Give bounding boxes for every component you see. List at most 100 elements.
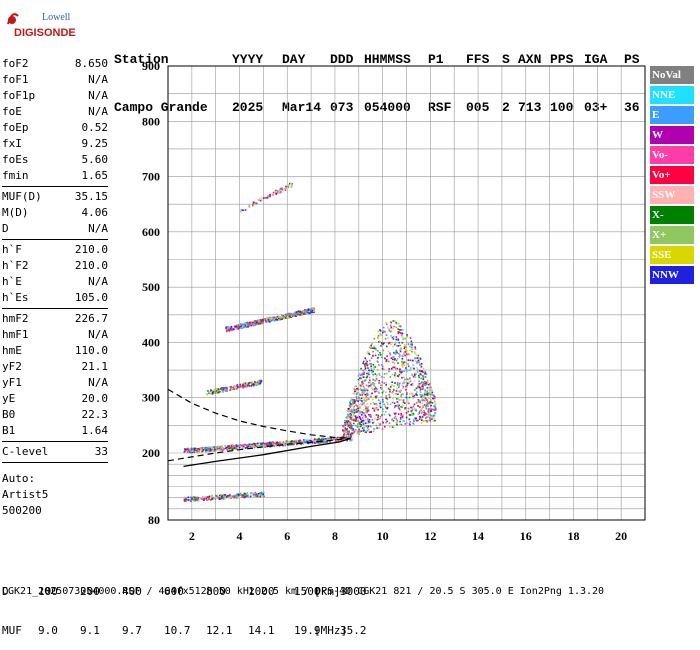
scatter-point-F-trace: [272, 441, 274, 444]
scatter-point-spread-F: [396, 351, 398, 354]
muf-value: 9.0: [38, 624, 58, 637]
scatter-point-spread-F: [397, 398, 399, 400]
scatter-point-spread-F: [422, 382, 425, 384]
scatter-point-spread-F: [427, 392, 429, 394]
scatter-point-spread-F: [431, 397, 434, 400]
scatter-point-spread-F: [385, 345, 388, 348]
scatter-point-Es: [259, 492, 261, 494]
scatter-point-F-trace: [264, 442, 266, 445]
scatter-point-spread-F: [376, 369, 379, 371]
scatter-point-2F-upper: [249, 324, 251, 326]
scatter-point-spread-F: [412, 384, 414, 387]
scatter-point-F-trace: [220, 447, 222, 449]
scatter-point-F-trace: [227, 448, 230, 451]
scatter-point-F-trace: [299, 439, 301, 442]
muf-row: MUF 9.0 9.1 9.7 10.7 12.1 14.1 19.9 35.2 [MHz]: [2, 624, 367, 637]
scatter-point-spread-F: [378, 364, 380, 366]
scatter-point-2F-upper: [255, 320, 258, 322]
scatter-point-3F-trace: [269, 195, 271, 198]
scatter-point-spread-F: [371, 371, 373, 374]
scatter-point-Es: [188, 498, 191, 501]
scatter-point-F-trace: [264, 445, 267, 448]
scatter-point-spread-F: [392, 335, 395, 338]
scatter-point-spread-F: [393, 325, 395, 328]
scatter-point-spread-F: [369, 370, 371, 372]
scatter-point-spread-F: [389, 426, 391, 428]
scatter-point-spread-F: [358, 411, 360, 413]
scatter-point-spread-F: [352, 401, 354, 404]
legend-item-nnw: NNW: [650, 266, 694, 284]
scatter-point-spread-F: [402, 376, 405, 379]
muf-value: 10.7: [164, 624, 191, 637]
scatter-point-2F-trace: [242, 385, 244, 387]
param-value: 35.15: [74, 190, 108, 203]
scatter-point-spread-F: [398, 355, 401, 358]
scatter-point-2F-upper: [226, 329, 228, 331]
scatter-point-spread-F: [409, 414, 412, 416]
scatter-point-spread-F: [364, 365, 366, 368]
scatter-point-spread-F: [362, 415, 365, 417]
scatter-point-spread-F: [354, 415, 357, 417]
scatter-point-spread-F: [413, 403, 416, 406]
param-key: B1: [2, 424, 16, 437]
scatter-point-2F-trace: [230, 387, 232, 390]
scatter-point-spread-F: [368, 419, 371, 421]
scatter-point-Es: [198, 498, 201, 500]
scatter-point-F-trace: [293, 440, 296, 443]
scatter-point-F-trace: [288, 442, 291, 444]
scatter-point-2F-upper: [278, 318, 280, 321]
scatter-point-spread-F: [416, 357, 419, 359]
scatter-point-spread-F: [352, 407, 355, 409]
scatter-point-Es: [244, 493, 247, 495]
scatter-point-spread-F: [420, 393, 423, 396]
scatter-point-3F-trace: [281, 189, 284, 191]
scatter-point-spread-F: [385, 383, 388, 386]
param-value: 1.65: [81, 169, 109, 182]
param-separator: [2, 462, 108, 463]
scatter-point-spread-F: [388, 328, 390, 330]
scatter-point-2F-upper: [253, 323, 255, 326]
scatter-point-2F-trace: [213, 392, 215, 394]
scatter-point-2F-trace: [220, 389, 223, 391]
scatter-point-spread-F: [401, 364, 403, 367]
scatter-point-spread-F: [407, 363, 409, 365]
scatter-point-F-trace: [351, 439, 354, 441]
scatter-point-spread-F: [421, 394, 424, 396]
scatter-point-spread-F: [404, 354, 406, 357]
scatter-point-spread-F: [402, 361, 405, 364]
scatter-point-spread-F: [360, 385, 363, 387]
scatter-point-spread-F: [407, 407, 410, 410]
scatter-point-F-trace: [184, 449, 187, 452]
scatter-point-Es: [263, 495, 265, 497]
scatter-point-spread-F: [377, 354, 380, 356]
scatter-point-spread-F: [349, 416, 351, 418]
scatter-point-Es: [230, 497, 232, 499]
scatter-point-spread-F: [362, 369, 364, 372]
scatter-point-spread-F: [379, 423, 382, 425]
scatter-point-spread-F: [376, 404, 378, 406]
scatter-point-F-trace: [266, 442, 269, 444]
scatter-point-spread-F: [394, 412, 397, 415]
scatter-point-spread-F: [355, 399, 358, 402]
scatter-point-spread-F: [384, 357, 386, 360]
scatter-point-F-trace: [309, 439, 312, 442]
scatter-point-spread-F: [419, 400, 422, 403]
scatter-point-F-trace: [219, 448, 221, 451]
scatter-point-spread-F: [365, 363, 368, 365]
scatter-point-spread-F: [383, 376, 385, 379]
scatter-point-F-trace: [229, 444, 232, 447]
scatter-point-spread-F: [372, 384, 375, 387]
scatter-point-F-trace: [270, 443, 273, 446]
scatter-point-Es: [257, 492, 260, 495]
scatter-point-F-trace: [230, 447, 233, 449]
scatter-point-spread-F: [412, 375, 415, 378]
scatter-point-spread-F: [347, 408, 350, 410]
scatter-point-spread-F: [389, 414, 391, 417]
scatter-point-Es: [205, 497, 208, 500]
scatter-point-spread-F: [357, 374, 360, 377]
param-key: fxI: [2, 137, 22, 150]
scatter-point-spread-F: [424, 397, 427, 400]
scatter-point-2F-upper: [292, 312, 295, 315]
scatter-point-spread-F: [374, 379, 376, 382]
scatter-point-spread-F: [396, 383, 399, 386]
